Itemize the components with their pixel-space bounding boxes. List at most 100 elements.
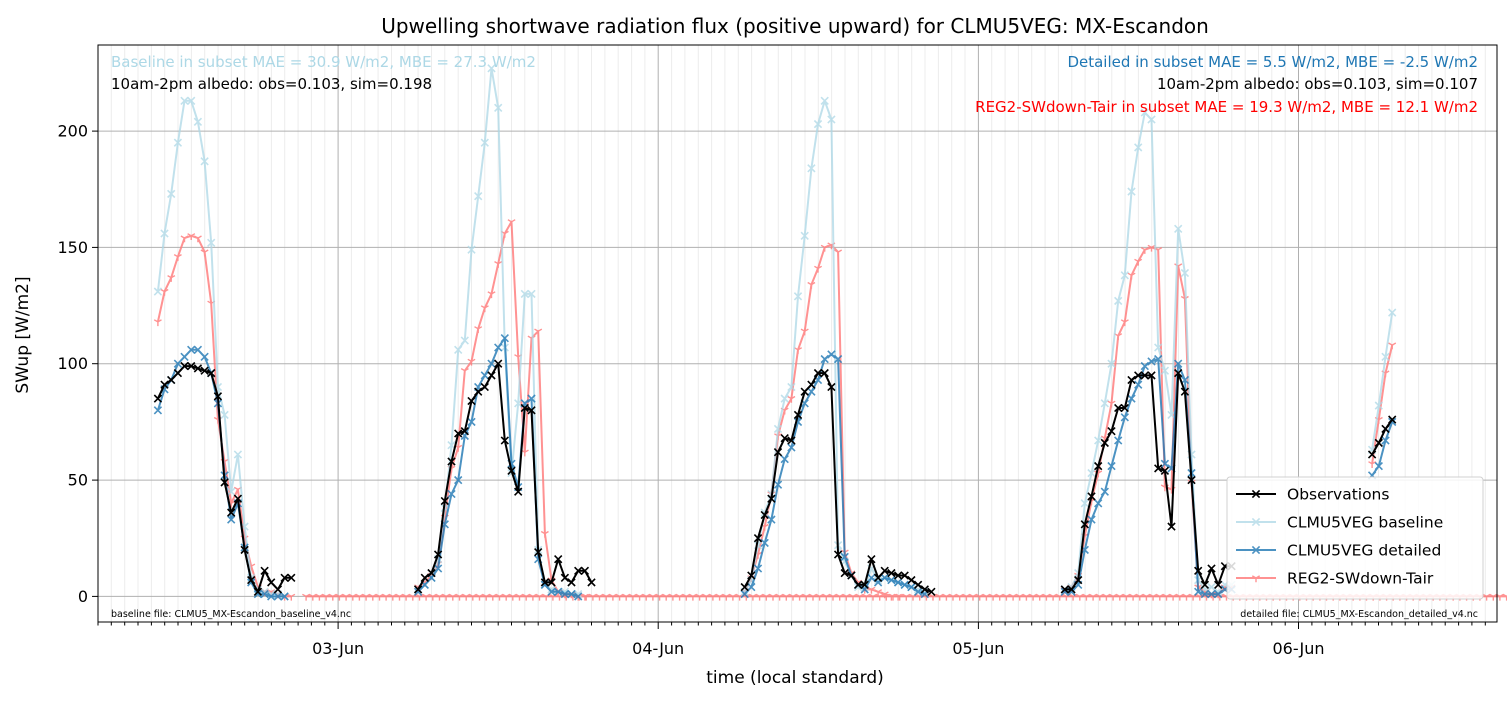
detailed-albedo-annotation: 10am-2pm albedo: obs=0.103, sim=0.107 [1157,75,1478,93]
data-point [160,288,169,296]
x-tick-label: 04-Jun [632,639,684,658]
data-point [927,587,936,596]
legend-label: Observations [1287,486,1389,504]
data-point [880,566,889,575]
data-point [474,192,483,201]
data-point [1107,427,1116,436]
data-point [467,245,476,254]
data-point [200,352,209,361]
data-point [747,571,756,580]
data-point [1388,308,1397,317]
baseline-albedo-annotation: 10am-2pm albedo: obs=0.103, sim=0.198 [111,75,432,93]
data-point [180,96,189,105]
data-point [760,538,769,548]
data-point [807,164,816,173]
data-point [547,578,556,587]
data-point [920,585,929,594]
data-point [413,587,423,596]
data-point [780,394,789,403]
data-point [167,375,176,385]
data-point [527,406,536,415]
data-point [187,233,196,240]
data-point [1094,461,1103,471]
data-point [554,587,563,596]
data-point [193,345,203,354]
data-point [227,487,236,496]
data-point [253,587,263,596]
data-point [420,573,429,582]
data-point [193,364,203,373]
data-point [587,578,596,587]
data-point [520,289,529,299]
data-point [207,368,216,378]
data-point [1374,438,1383,448]
data-point [467,417,476,427]
data-point [867,573,876,582]
data-point [227,508,236,517]
detailed-file-annotation: detailed file: CLMU5_MX-Escandon_detaile… [1240,609,1478,620]
data-point [1214,589,1223,599]
x-tick-label: 03-Jun [312,639,364,658]
data-point [200,157,209,166]
data-point [1194,587,1203,596]
data-point [760,510,769,520]
data-point [813,368,823,378]
data-point [534,328,543,336]
data-point [560,589,570,599]
data-point [753,534,763,543]
data-point [767,494,776,503]
reg2-stats-annotation: REG2-SWdown-Tair in subset MAE = 19.3 W/… [975,98,1478,116]
data-point [1388,342,1397,350]
data-point [840,552,849,562]
data-point [1200,580,1210,589]
data-point [280,573,289,582]
data-point [514,487,523,496]
data-point [1140,108,1149,117]
data-point [507,466,516,475]
data-point [814,265,823,273]
data-point [173,359,183,368]
data-point [787,382,796,392]
data-point [474,387,483,396]
data-point [187,361,196,371]
legend-item-observations [1236,489,1276,499]
y-axis: 0 50 100 150 200 [57,122,98,606]
data-point [807,281,816,289]
data-point [1080,520,1089,529]
data-point [487,64,496,73]
legend-item-reg2-swdown-tair [1236,575,1276,583]
data-point [567,589,576,599]
data-point [1140,361,1149,371]
data-point [820,244,829,252]
data-point [1167,522,1176,531]
data-point [153,287,163,296]
data-point [800,231,809,240]
data-point [1134,143,1143,152]
data-point [833,354,843,364]
data-point [894,593,903,601]
data-point [773,480,783,489]
data-point [273,585,283,594]
data-point [1087,515,1096,524]
data-point [907,582,916,592]
data-point [1187,475,1196,485]
baseline-stats-annotation: Baseline in subset MAE = 30.9 W/m2, MBE … [111,53,536,71]
data-point [560,573,570,582]
data-point [480,305,489,313]
data-point [827,382,836,392]
data-point [1194,566,1203,575]
data-point [1107,461,1116,471]
data-point [1374,461,1383,471]
y-tick-label: 150 [57,238,88,257]
data-point [787,443,796,452]
data-point [874,589,883,596]
y-tick-label: 100 [57,354,88,373]
data-point [1140,246,1149,254]
data-point [880,573,889,582]
data-point [220,410,229,420]
data-point [220,478,229,487]
data-point [913,587,923,596]
data-point [413,585,423,594]
data-point [467,358,476,366]
data-point [1114,296,1123,306]
